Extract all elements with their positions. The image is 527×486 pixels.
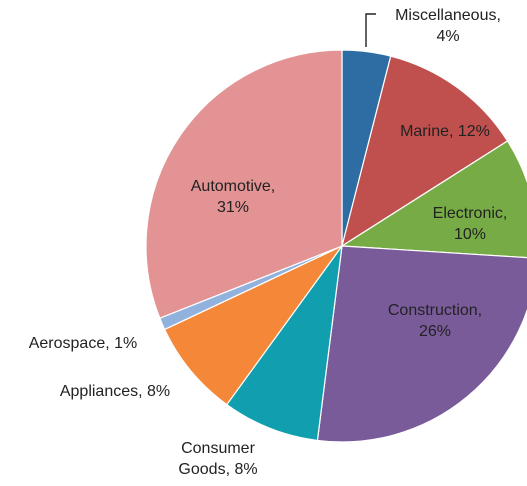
pie-label-automotive-line-1: Automotive,: [191, 178, 275, 195]
pie-label-appliances: Appliances, 8%: [60, 383, 170, 400]
pie-slice-electronic: [340, 140, 527, 259]
pie-slice-appliances: [163, 245, 343, 406]
pie-label-construction-line-1: Construction,: [388, 302, 482, 319]
pie-slices: [145, 49, 527, 443]
pie-slice-consumer-goods: [225, 245, 343, 442]
pie-label-consumer-goods-line-1: Consumer: [181, 440, 255, 457]
pie-labels: Miscellaneous, 4% Marine, 12% Electronic, 10…: [29, 7, 508, 478]
pie-label-automotive-line-2: 31%: [217, 199, 249, 216]
pie-label-construction-line-2: 26%: [419, 323, 451, 340]
pie-slice-automotive: [145, 49, 343, 319]
pie-label-miscellaneous-line-1: Miscellaneous,: [395, 7, 501, 24]
pie-label-electronic-line-2: 10%: [454, 226, 486, 243]
pie-label-miscellaneous-line-2: 4%: [436, 28, 459, 45]
pie-slice-construction: [316, 245, 527, 443]
miscellaneous-leader-line: [365, 13, 376, 47]
pie-slice-marine: [341, 55, 509, 248]
pie-label-marine: Marine, 12%: [400, 123, 490, 140]
pie-label-electronic-line-1: Electronic,: [433, 205, 508, 222]
pie-label-consumer-goods-line-2: Goods, 8%: [178, 461, 257, 478]
pie-label-aerospace: Aerospace, 1%: [29, 335, 138, 352]
